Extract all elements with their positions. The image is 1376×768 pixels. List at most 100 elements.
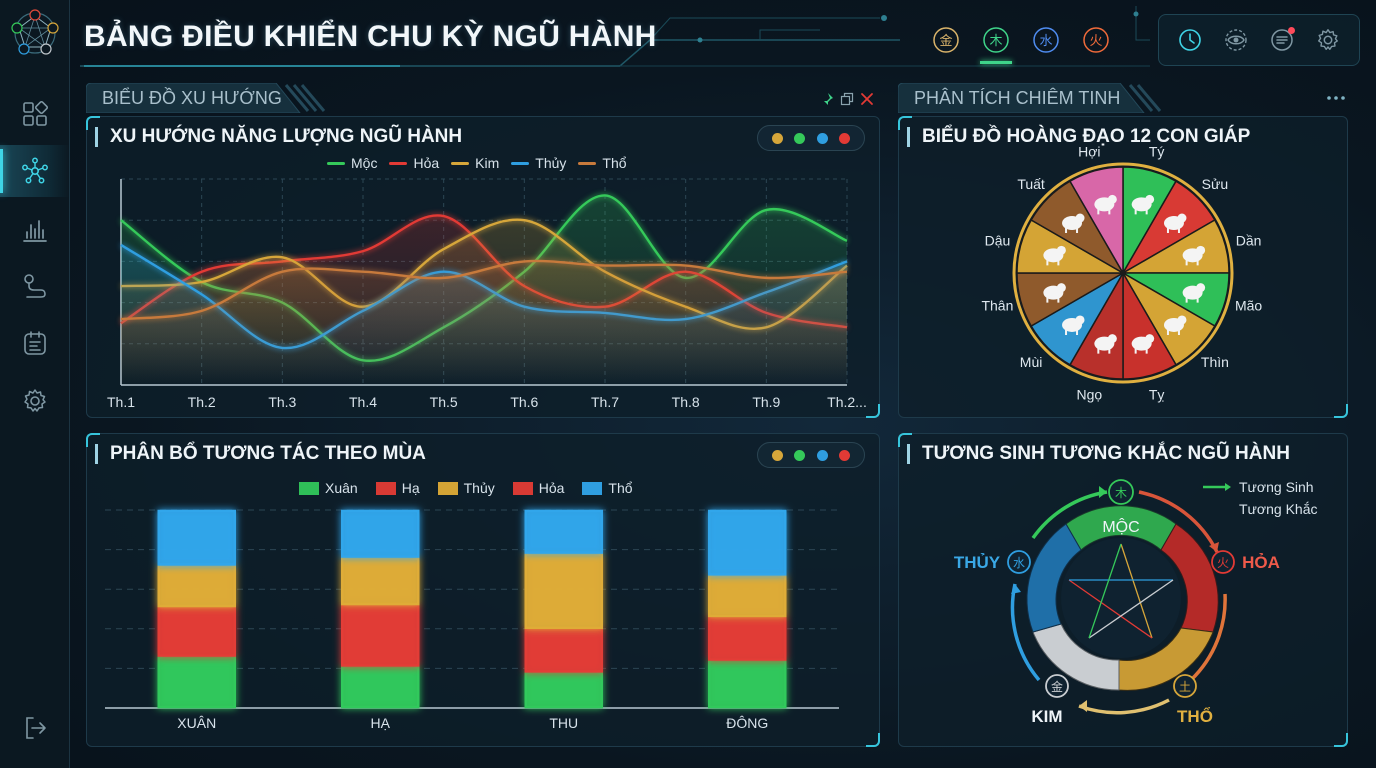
legend-label: Hỏa	[538, 480, 565, 496]
x-tick-label: Th.2	[188, 394, 216, 410]
legend-item[interactable]: Hỏa	[389, 155, 439, 171]
section-tab-label: PHÂN TÍCH CHIÊM TINH	[914, 87, 1121, 108]
nav-network[interactable]	[0, 145, 70, 197]
legend-swatch	[511, 161, 530, 165]
filter-dot[interactable]	[771, 449, 783, 461]
legend-item[interactable]: Thổ	[578, 155, 627, 171]
bar-segment	[157, 656, 236, 709]
filter-dot[interactable]	[816, 132, 828, 144]
zodiac-label: Thìn	[1201, 354, 1229, 370]
settings-button[interactable]	[1311, 23, 1345, 57]
wheel-rim	[1012, 162, 1234, 384]
close-icon[interactable]	[860, 92, 874, 106]
messages-button[interactable]	[1265, 23, 1299, 57]
section-tab-trends[interactable]: BIỂU ĐỒ XU HƯỚNG	[86, 83, 326, 113]
wuxing-cycle-diagram: MỘC HỎA THỔ KIM THỦY 木 火 土 金 水	[954, 479, 1280, 726]
grid-icon	[23, 100, 49, 126]
clock-icon	[1179, 29, 1201, 51]
more-icon[interactable]	[1326, 94, 1346, 102]
calendar-icon	[24, 331, 46, 355]
tab-kim[interactable]: 金	[928, 22, 964, 58]
filter-dot[interactable]	[816, 449, 828, 461]
x-tick-label: Th.7	[591, 394, 619, 410]
filter-dot[interactable]	[839, 132, 851, 144]
zodiac-label: Dậu	[985, 232, 1011, 248]
message-icon	[1271, 29, 1293, 51]
legend-item[interactable]: Hỏa	[512, 480, 565, 496]
x-tick-label: Th.4	[349, 394, 377, 410]
legend-item[interactable]: Thổ	[582, 480, 633, 496]
legend-item[interactable]: Xuân	[299, 480, 358, 496]
legend-label: Mộc	[351, 155, 378, 171]
zodiac-panel: BIỂU ĐỒ HOÀNG ĐẠO 12 CON GIÁP Tý Sửu Dần Mã…	[898, 116, 1348, 418]
tho-badge-icon: 土	[1173, 674, 1197, 698]
nav-analytics[interactable]	[0, 204, 70, 256]
bar-segment	[341, 509, 420, 558]
x-tick-label: Th.1	[107, 394, 135, 410]
hoa-icon: 火	[1083, 27, 1109, 53]
legend-item[interactable]: Hạ	[375, 480, 420, 496]
svg-text:火: 火	[1217, 556, 1229, 570]
cycle-panel: TƯƠNG SINH TƯƠNG KHẮC NGŨ HÀNH Tương Sin…	[898, 433, 1348, 747]
gear-icon	[24, 389, 46, 412]
section-tab-astrology[interactable]: PHÂN TÍCH CHIÊM TINH	[898, 83, 1168, 113]
sidebar	[0, 0, 70, 768]
svg-text:木: 木	[1115, 486, 1127, 500]
view-button[interactable]	[1219, 23, 1253, 57]
pin-icon[interactable]	[820, 92, 834, 106]
pig-icon	[1094, 194, 1117, 215]
filter-dot[interactable]	[771, 132, 783, 144]
x-tick-label: XUÂN	[177, 715, 216, 731]
nav-settings[interactable]	[0, 375, 70, 427]
legend-item[interactable]: Thủy	[511, 155, 566, 171]
tiger-icon	[1182, 245, 1206, 266]
history-button[interactable]	[1173, 23, 1207, 57]
series-filter-toggle[interactable]	[757, 442, 865, 468]
filter-dot[interactable]	[794, 132, 806, 144]
network-icon	[22, 157, 48, 184]
legend-sinh: Tương Sinh	[1203, 476, 1317, 498]
nav-logout[interactable]	[0, 702, 70, 754]
legend-item[interactable]: Thủy	[437, 480, 495, 496]
tab-hoa[interactable]: 火	[1078, 22, 1114, 58]
trend-line-chart: Th.1 Th.2 Th.3 Th.4 Th.5 Th.6 Th.7 Th.8 Th.9 Th.2…	[107, 178, 867, 410]
svg-text:水: 水	[1013, 556, 1025, 570]
thuy-badge-icon: 水	[1007, 550, 1031, 574]
legend-swatch	[451, 161, 470, 165]
tab-thuy[interactable]: 水	[1028, 22, 1064, 58]
filter-dot[interactable]	[839, 449, 851, 461]
nav-dashboard[interactable]	[0, 88, 70, 140]
legend-swatch	[512, 481, 533, 495]
x-tick-label: THU	[549, 715, 578, 731]
kim-badge-icon: 金	[1045, 674, 1069, 698]
moc-label: MỘC	[1102, 517, 1139, 536]
zodiac-wheel: Tý Sửu Dần Mão Thìn Tỵ Ngọ Mùi Thân Dậu Tuất Hợi	[981, 143, 1262, 403]
legend-item[interactable]: Kim	[451, 155, 499, 171]
logout-icon	[26, 717, 46, 739]
zodiac-slice	[1068, 166, 1124, 276]
arrow-green-icon	[1203, 483, 1231, 491]
bar-chart-icon	[23, 220, 47, 242]
filter-dot[interactable]	[794, 449, 806, 461]
legend-swatch	[578, 161, 597, 165]
zodiac-label: Ngọ	[1077, 387, 1103, 403]
season-panel: PHÂN BỔ TƯƠNG TÁC THEO MÙA Xuân Hạ Thủy Hỏa…	[86, 433, 880, 747]
nav-location[interactable]	[0, 260, 70, 312]
legend-swatch	[437, 481, 458, 495]
nav-calendar[interactable]	[0, 317, 70, 369]
svg-text:土: 土	[1179, 680, 1191, 694]
goat-icon	[1062, 315, 1085, 335]
x-tick-label: HẠ	[371, 715, 391, 731]
bar-segment	[524, 553, 603, 630]
restore-icon[interactable]	[840, 92, 854, 106]
bar-segment	[341, 557, 420, 606]
svg-text:金: 金	[1051, 679, 1063, 694]
series-filter-toggle[interactable]	[757, 125, 865, 151]
tab-moc[interactable]: 木	[978, 22, 1014, 64]
zodiac-label: Tuất	[1017, 176, 1045, 192]
legend-label: Kim	[475, 155, 500, 171]
legend-item[interactable]: Mộc	[327, 155, 377, 171]
x-tick-label: Th.9	[752, 394, 780, 410]
thuy-icon: 水	[1033, 27, 1059, 53]
bar-segment	[157, 565, 236, 608]
